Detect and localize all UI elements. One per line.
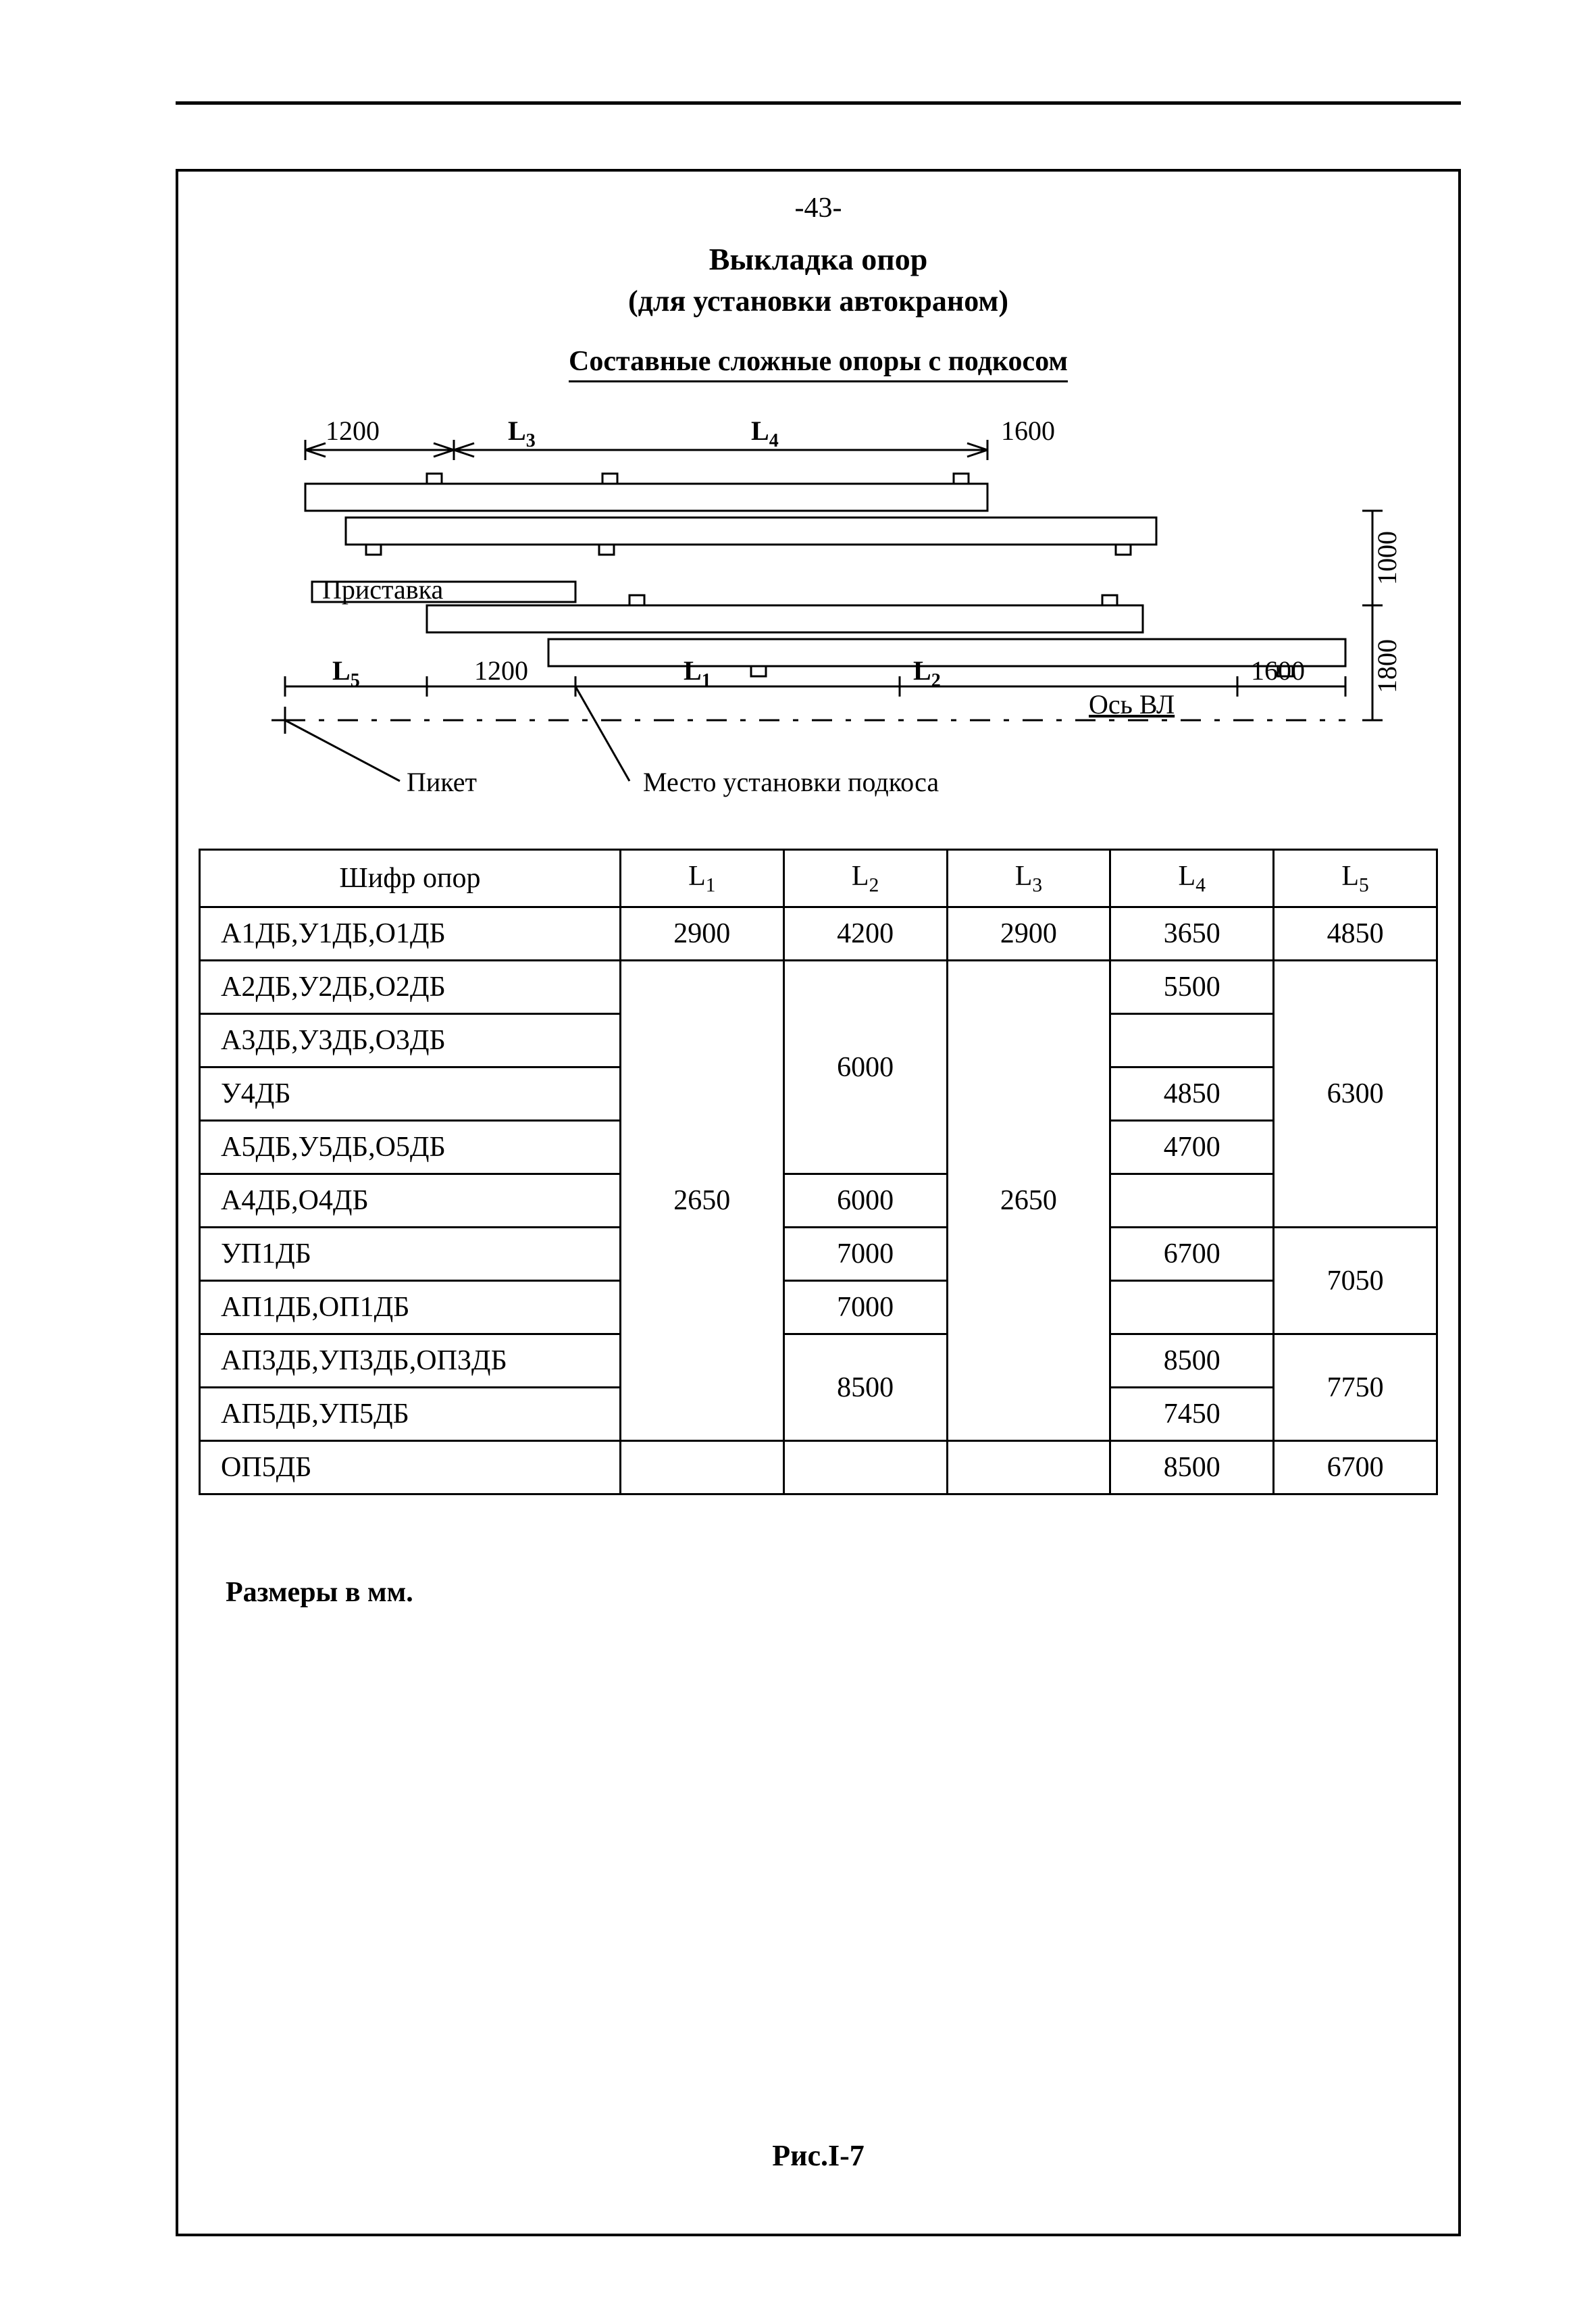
cell-merged: 6000	[783, 961, 947, 1174]
cell-name: А2ДБ,У2ДБ,О2ДБ	[200, 961, 621, 1014]
table-row: ОП5ДБ 8500 6700	[200, 1441, 1437, 1494]
cell-name: А5ДБ,У5ДБ,О5ДБ	[200, 1121, 621, 1174]
dim-1200-left: 1200	[326, 416, 380, 446]
cell: 6700	[1274, 1441, 1437, 1494]
cell: 3650	[1110, 907, 1274, 961]
col-l2: L2	[783, 850, 947, 907]
cell-name: А3ДБ,У3ДБ,О3ДБ	[200, 1014, 621, 1067]
dim-1800-v: 1800	[1372, 639, 1402, 693]
dimensions-table: Шифр опор L1 L2 L3 L4 L5 А1ДБ,У1ДБ,О1ДБ …	[199, 849, 1438, 1495]
cell-merged: 2650	[620, 961, 783, 1441]
cell-name: ОП5ДБ	[200, 1441, 621, 1494]
table-row: АП1ДБ,ОП1ДБ 7000	[200, 1281, 1437, 1334]
cell	[1110, 1014, 1274, 1067]
cell: 8500	[1110, 1441, 1274, 1494]
dim-1000-v: 1000	[1372, 531, 1402, 585]
col-l5: L5	[1274, 850, 1437, 907]
svg-text:L4: L4	[751, 416, 779, 451]
cell: 7000	[783, 1281, 947, 1334]
cell: 2900	[620, 907, 783, 961]
table-row: АП3ДБ,УП3ДБ,ОП3ДБ 8500 8500 7750	[200, 1334, 1437, 1388]
svg-text:L3: L3	[508, 416, 536, 451]
cell: 8500	[783, 1334, 947, 1441]
col-shifr: Шифр опор	[200, 850, 621, 907]
top-rule	[176, 101, 1461, 105]
col-l3: L3	[947, 850, 1110, 907]
diagram: 1200 L3 L4 1600 Приставка	[199, 403, 1438, 822]
page: -43- Выкладка опор (для установки автокр…	[0, 0, 1596, 2314]
section-heading: Составные сложные опоры с подкосом	[569, 345, 1068, 382]
dim-1600-bot: 1600	[1251, 655, 1305, 686]
cell-name: АП3ДБ,УП3ДБ,ОП3ДБ	[200, 1334, 621, 1388]
cell-name: АП1ДБ,ОП1ДБ	[200, 1281, 621, 1334]
pristavka-label: Приставка	[322, 574, 443, 605]
cell: 4700	[1110, 1121, 1274, 1174]
title: Выкладка опор	[199, 241, 1438, 277]
cell: 6000	[783, 1174, 947, 1228]
dim-1200-mid: 1200	[474, 655, 528, 686]
table-row: А4ДБ,О4ДБ 6000	[200, 1174, 1437, 1228]
col-l4: L4	[1110, 850, 1274, 907]
cell-name: У4ДБ	[200, 1067, 621, 1121]
table-header-row: Шифр опор L1 L2 L3 L4 L5	[200, 850, 1437, 907]
piket-label: Пикет	[407, 767, 477, 797]
cell	[947, 1441, 1110, 1494]
cell	[620, 1441, 783, 1494]
cell	[1110, 1174, 1274, 1228]
cell: 4850	[1274, 907, 1437, 961]
table-row: А1ДБ,У1ДБ,О1ДБ 2900 4200 2900 3650 4850	[200, 907, 1437, 961]
content-frame: -43- Выкладка опор (для установки автокр…	[176, 169, 1461, 2236]
footnote: Размеры в мм.	[226, 1576, 1438, 1609]
cell: 2900	[947, 907, 1110, 961]
figure-label: Рис.I-7	[178, 2138, 1458, 2173]
cell-merged: 6300	[1274, 961, 1437, 1228]
cell: 7000	[783, 1228, 947, 1281]
cell-name: А1ДБ,У1ДБ,О1ДБ	[200, 907, 621, 961]
cell	[1110, 1281, 1274, 1334]
cell-name: УП1ДБ	[200, 1228, 621, 1281]
cell	[783, 1441, 947, 1494]
cell: 6700	[1110, 1228, 1274, 1281]
cell-merged: 2650	[947, 961, 1110, 1441]
dim-1600-top: 1600	[1001, 416, 1055, 446]
cell: 7050	[1274, 1228, 1437, 1334]
cell: 7450	[1110, 1388, 1274, 1441]
subtitle: (для установки автокраном)	[199, 284, 1438, 318]
cell: 4850	[1110, 1067, 1274, 1121]
cell-name: А4ДБ,О4ДБ	[200, 1174, 621, 1228]
cell: 8500	[1110, 1334, 1274, 1388]
mesto-label: Место установки подкоса	[643, 767, 939, 797]
cell: 5500	[1110, 961, 1274, 1014]
axis-label: Ось ВЛ	[1089, 689, 1175, 720]
page-number: -43-	[199, 192, 1438, 224]
col-l1: L1	[620, 850, 783, 907]
cell-merged: 7750	[1274, 1334, 1437, 1441]
table-row: А2ДБ,У2ДБ,О2ДБ 2650 6000 2650 5500 6300	[200, 961, 1437, 1014]
cell: 4200	[783, 907, 947, 961]
cell-name: АП5ДБ,УП5ДБ	[200, 1388, 621, 1441]
table-row: УП1ДБ 7000 6700 7050	[200, 1228, 1437, 1281]
